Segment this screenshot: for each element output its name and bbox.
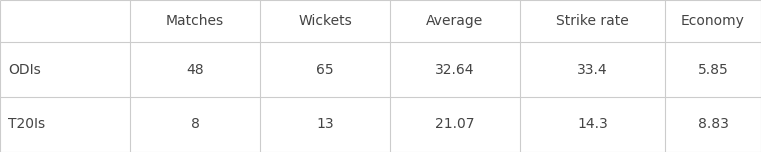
Text: 33.4: 33.4 <box>577 62 608 76</box>
Text: 48: 48 <box>186 62 204 76</box>
Text: 65: 65 <box>316 62 334 76</box>
Text: 5.85: 5.85 <box>698 62 728 76</box>
Text: 13: 13 <box>316 117 334 131</box>
Text: Economy: Economy <box>681 14 745 28</box>
Text: Matches: Matches <box>166 14 224 28</box>
Text: 8: 8 <box>190 117 199 131</box>
Text: Average: Average <box>426 14 484 28</box>
Text: T20Is: T20Is <box>8 117 45 131</box>
Text: Wickets: Wickets <box>298 14 352 28</box>
Text: 32.64: 32.64 <box>435 62 475 76</box>
Text: 21.07: 21.07 <box>435 117 475 131</box>
Text: 14.3: 14.3 <box>577 117 608 131</box>
Text: 8.83: 8.83 <box>698 117 728 131</box>
Text: Strike rate: Strike rate <box>556 14 629 28</box>
Text: ODIs: ODIs <box>8 62 41 76</box>
